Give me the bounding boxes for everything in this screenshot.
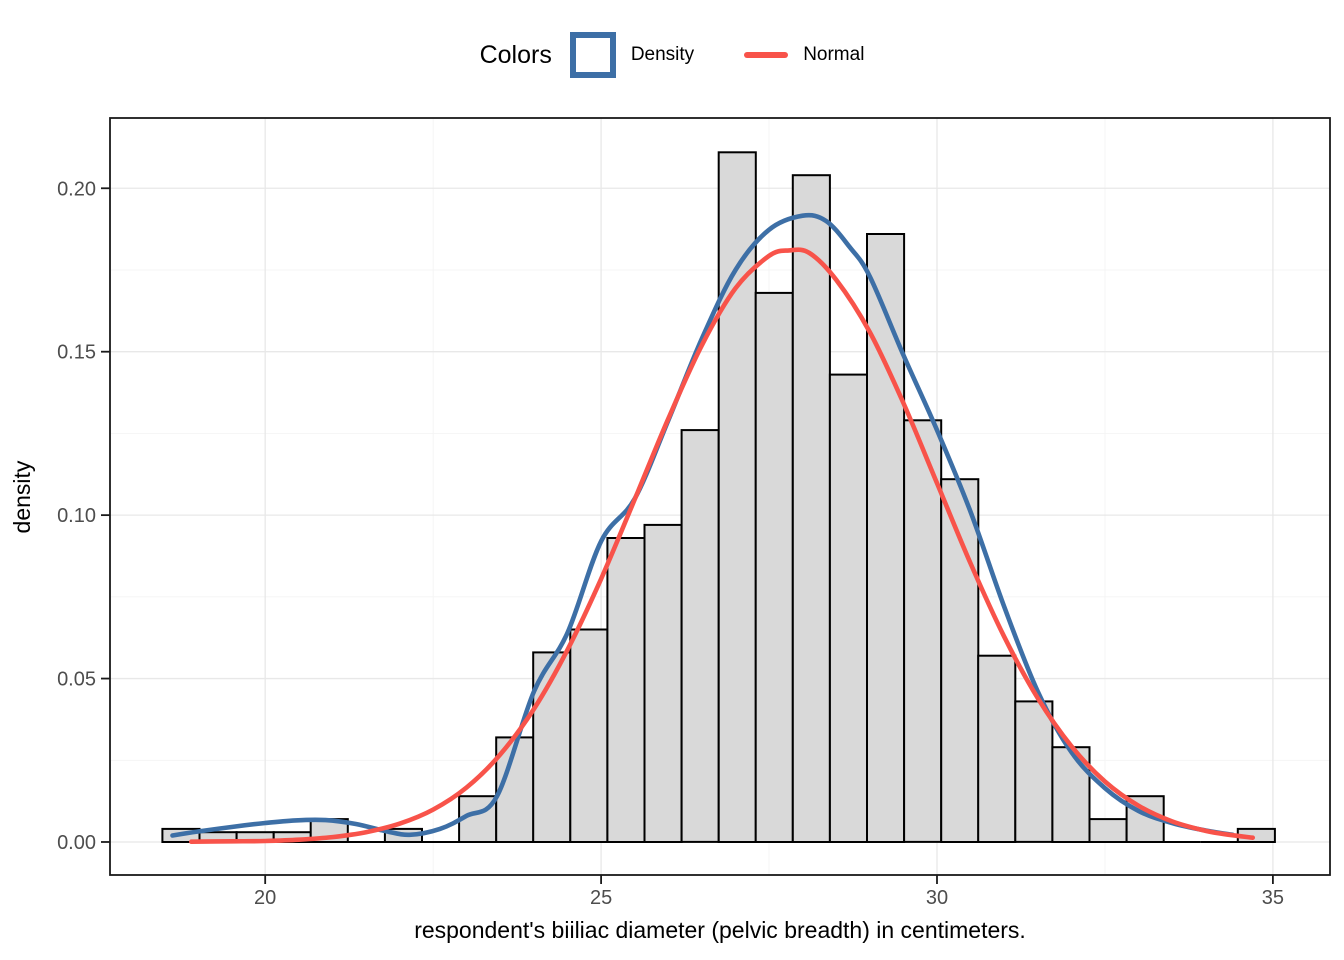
histogram-bar	[1088, 818, 1128, 843]
histogram-bar	[680, 429, 720, 843]
x-tick-label: 25	[590, 887, 612, 909]
histogram-bar	[606, 537, 646, 843]
normal-legend-label: Normal	[803, 44, 865, 65]
panel-border	[109, 117, 1331, 876]
histogram-bar	[643, 523, 683, 844]
histogram-bar	[903, 419, 943, 843]
y-axis-title: density	[9, 460, 35, 533]
y-tick-label: 0.10	[57, 505, 96, 527]
histogram-bar	[791, 174, 831, 843]
histogram-bar	[717, 151, 757, 844]
axis-tick-labels: 20 25 30 35 0.00 0.05 0.10 0.15 0.20	[57, 178, 1284, 909]
density-curve	[170, 212, 1235, 838]
histogram-bars	[161, 151, 1276, 844]
x-tick-label: 35	[1262, 887, 1284, 909]
histogram-bar	[754, 291, 794, 843]
y-tick-label: 0.20	[57, 178, 96, 200]
legend-item-density: Density	[569, 32, 695, 78]
histogram-bar	[1014, 700, 1054, 843]
normal-curve	[189, 247, 1255, 844]
histogram-bar	[866, 233, 906, 843]
y-tick-label: 0.00	[57, 832, 96, 854]
histogram-bar	[977, 654, 1017, 844]
y-tick-label: 0.05	[57, 669, 96, 691]
density-legend-key-icon	[569, 32, 616, 78]
x-tick-label: 20	[254, 887, 276, 909]
legend: Colors Density Normal	[0, 26, 1344, 84]
legend-item-normal: Normal	[744, 44, 864, 66]
x-tick-label: 30	[926, 887, 948, 909]
histogram-bar	[569, 628, 609, 843]
legend-title: Colors	[479, 40, 552, 69]
x-axis-title: respondent's biiliac diameter (pelvic br…	[414, 917, 1026, 943]
density-legend-label: Density	[630, 44, 695, 65]
histogram-bar	[828, 373, 869, 843]
normal-legend-key-icon	[744, 52, 789, 58]
y-tick-label: 0.15	[57, 342, 96, 364]
axis-tick-marks	[101, 187, 1274, 884]
